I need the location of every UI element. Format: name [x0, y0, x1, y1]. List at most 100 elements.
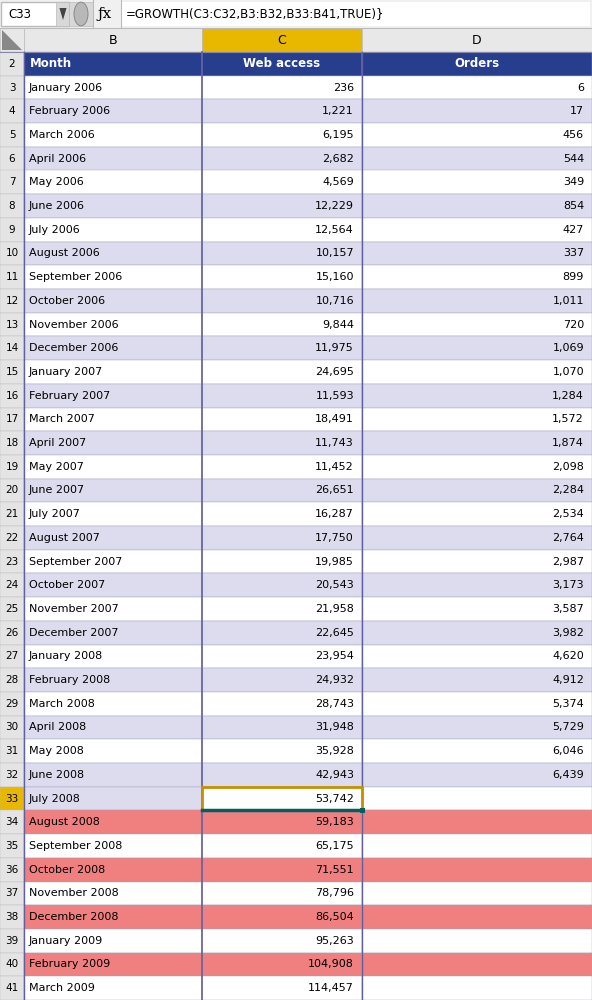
- Bar: [24, 360, 202, 384]
- Text: 11: 11: [5, 272, 18, 282]
- Bar: [24, 28, 202, 52]
- Text: 21: 21: [5, 509, 18, 519]
- Bar: [362, 858, 592, 882]
- Bar: [362, 976, 592, 1000]
- Bar: [362, 289, 592, 313]
- Text: December 2007: December 2007: [29, 628, 118, 638]
- Text: 4,620: 4,620: [552, 651, 584, 661]
- Bar: [0, 882, 24, 905]
- Bar: [202, 431, 362, 455]
- Text: 26,651: 26,651: [316, 485, 354, 495]
- Bar: [202, 716, 362, 739]
- Bar: [362, 431, 592, 455]
- Bar: [24, 739, 202, 763]
- Text: 2,534: 2,534: [552, 509, 584, 519]
- Bar: [202, 621, 362, 644]
- Bar: [362, 123, 592, 147]
- Bar: [24, 123, 202, 147]
- Bar: [0, 242, 24, 265]
- Text: March 2006: March 2006: [29, 130, 95, 140]
- Bar: [202, 573, 362, 597]
- Bar: [202, 313, 362, 336]
- Text: December 2006: December 2006: [29, 343, 118, 353]
- Bar: [0, 739, 24, 763]
- Text: 24,932: 24,932: [315, 675, 354, 685]
- Text: 24: 24: [5, 580, 18, 590]
- Bar: [202, 384, 362, 408]
- Bar: [24, 787, 202, 810]
- Text: =GROWTH(C3:C32,B3:B32,B33:B41,TRUE)}: =GROWTH(C3:C32,B3:B32,B33:B41,TRUE)}: [126, 7, 384, 20]
- Bar: [0, 526, 24, 550]
- Polygon shape: [59, 8, 66, 20]
- Bar: [0, 621, 24, 644]
- Bar: [362, 242, 592, 265]
- Bar: [0, 28, 24, 52]
- Bar: [0, 976, 24, 1000]
- Text: 28,743: 28,743: [315, 699, 354, 709]
- Text: 12: 12: [5, 296, 18, 306]
- Text: 2,682: 2,682: [322, 154, 354, 164]
- Bar: [362, 905, 592, 929]
- Bar: [24, 929, 202, 953]
- Text: 544: 544: [563, 154, 584, 164]
- Text: 6,195: 6,195: [323, 130, 354, 140]
- Bar: [0, 360, 24, 384]
- Bar: [24, 408, 202, 431]
- Bar: [362, 882, 592, 905]
- Bar: [0, 218, 24, 242]
- Text: January 2008: January 2008: [29, 651, 103, 661]
- Bar: [24, 953, 202, 976]
- Bar: [0, 384, 24, 408]
- Bar: [24, 976, 202, 1000]
- Bar: [362, 550, 592, 573]
- Bar: [24, 716, 202, 739]
- Bar: [24, 218, 202, 242]
- Text: 16: 16: [5, 391, 18, 401]
- Bar: [24, 336, 202, 360]
- Bar: [24, 810, 202, 834]
- Text: 65,175: 65,175: [316, 841, 354, 851]
- Text: 1,070: 1,070: [552, 367, 584, 377]
- Polygon shape: [2, 30, 22, 50]
- Text: 2,284: 2,284: [552, 485, 584, 495]
- Text: 16,287: 16,287: [315, 509, 354, 519]
- Text: 39: 39: [5, 936, 18, 946]
- Text: May 2008: May 2008: [29, 746, 84, 756]
- Bar: [362, 360, 592, 384]
- Bar: [362, 313, 592, 336]
- Text: 6,439: 6,439: [552, 770, 584, 780]
- Bar: [362, 668, 592, 692]
- Bar: [0, 763, 24, 787]
- Bar: [202, 218, 362, 242]
- Bar: [202, 360, 362, 384]
- Bar: [0, 645, 24, 668]
- Text: 22: 22: [5, 533, 18, 543]
- Text: 1,284: 1,284: [552, 391, 584, 401]
- Text: June 2006: June 2006: [29, 201, 85, 211]
- Text: 899: 899: [562, 272, 584, 282]
- Bar: [362, 716, 592, 739]
- Text: 19,985: 19,985: [315, 557, 354, 567]
- Bar: [24, 597, 202, 621]
- Bar: [0, 573, 24, 597]
- Text: 24,695: 24,695: [315, 367, 354, 377]
- Text: 1,874: 1,874: [552, 438, 584, 448]
- Text: 6: 6: [577, 83, 584, 93]
- Bar: [24, 692, 202, 716]
- Text: 5: 5: [9, 130, 15, 140]
- Text: 4,912: 4,912: [552, 675, 584, 685]
- Bar: [202, 76, 362, 99]
- Bar: [362, 692, 592, 716]
- Bar: [24, 313, 202, 336]
- Bar: [362, 408, 592, 431]
- Text: 9: 9: [9, 225, 15, 235]
- Text: 5,729: 5,729: [552, 722, 584, 732]
- Text: 41: 41: [5, 983, 18, 993]
- Bar: [24, 645, 202, 668]
- Bar: [24, 905, 202, 929]
- Bar: [202, 147, 362, 170]
- Bar: [362, 336, 592, 360]
- Text: 32: 32: [5, 770, 18, 780]
- Bar: [0, 123, 24, 147]
- Bar: [0, 858, 24, 882]
